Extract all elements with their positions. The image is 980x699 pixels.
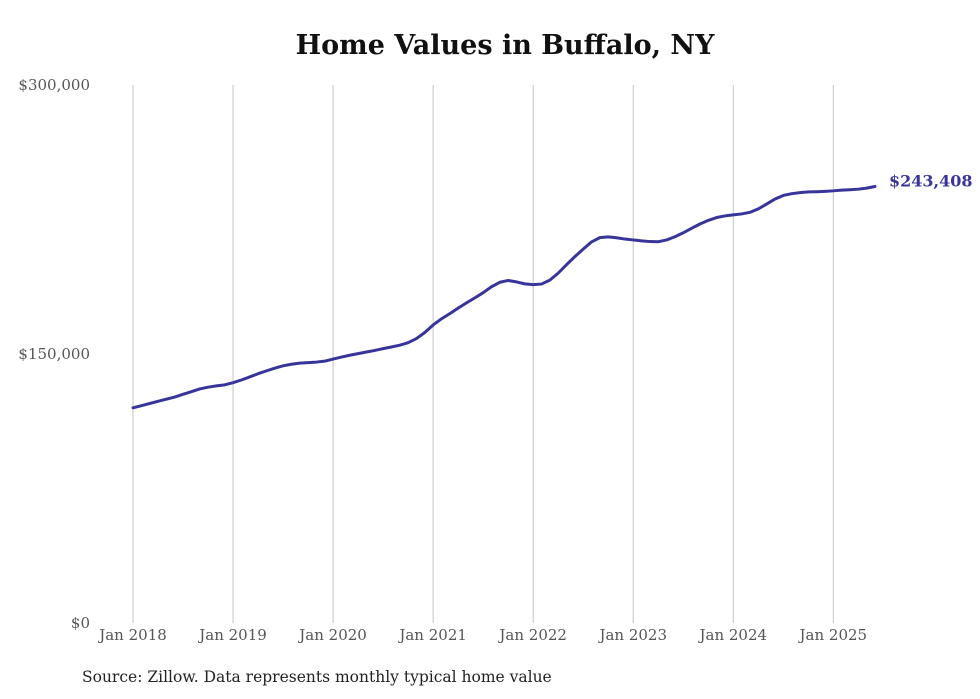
last-value-label: $243,408: [889, 171, 973, 190]
x-tick-label: Jan 2023: [597, 626, 667, 644]
x-tick-label: Jan 2020: [297, 626, 367, 644]
gridlines: [132, 85, 834, 623]
x-tick-label: Jan 2025: [798, 626, 868, 644]
x-tick-label: Jan 2022: [497, 626, 567, 644]
x-tick-label: Jan 2024: [697, 626, 767, 644]
y-tick-label: $150,000: [18, 345, 90, 363]
x-axis-tick-labels: Jan 2018 Jan 2019 Jan 2020 Jan 2021 Jan 2022…: [97, 626, 867, 644]
source-note: Source: Zillow. Data represents monthly …: [82, 668, 552, 686]
x-tick-label: Jan 2021: [397, 626, 467, 644]
chart-title: Home Values in Buffalo, NY: [295, 30, 715, 61]
x-tick-label: Jan 2018: [97, 626, 167, 644]
home-value-line: [131, 184, 877, 410]
y-tick-label: $300,000: [18, 76, 90, 94]
y-tick-label: $0: [71, 614, 90, 632]
x-tick-label: Jan 2019: [197, 626, 267, 644]
y-axis-tick-labels: $0 $150,000 $300,000: [18, 76, 90, 632]
